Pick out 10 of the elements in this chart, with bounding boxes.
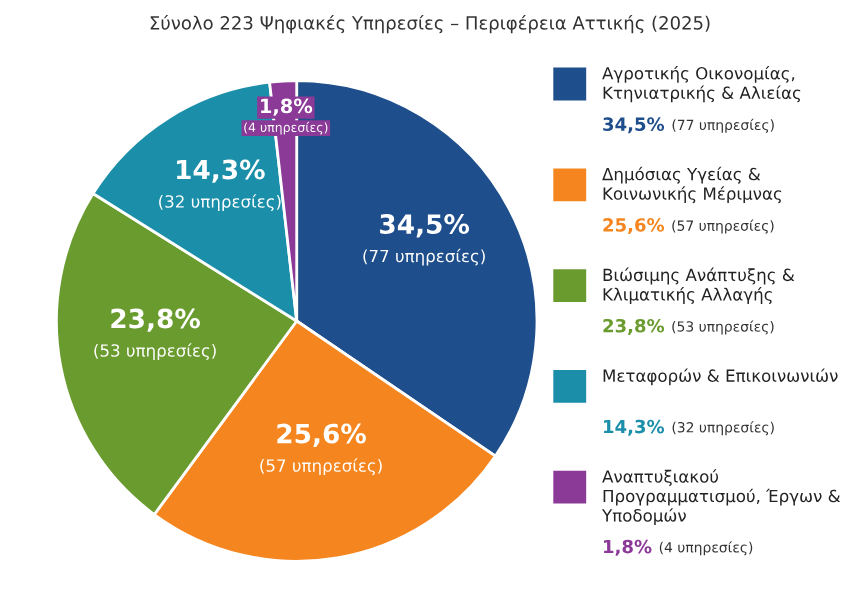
- legend-label: Δημόσιας Υγείας & Κοινωνικής Μέριμνας: [602, 166, 782, 204]
- data-label: 23,8% (53 υπηρεσίες): [94, 308, 216, 361]
- chart-title: Σύνολο 223 Ψηφιακές Υπηρεσίες – Περιφέρεια Αττικής (2025): [150, 15, 710, 34]
- data-label: 25,6% (57 υπηρεσίες): [260, 423, 382, 476]
- legend-label: Αναπτυξιακού Προγραμματισμού, Έργων & Υποδομών: [601, 469, 841, 525]
- data-label: 14,3% (32 υπηρεσίες): [159, 159, 281, 212]
- legend-label: Αγροτικής Οικονομίας, Κτηνιατρικής & Αλιείας: [602, 66, 801, 103]
- legend-label: Βιώσιμης Ανάπτυξης & Κλιματικής Αλλαγής: [603, 267, 795, 304]
- legend-label: Μεταφορών & Επικοινωνιών: [603, 368, 838, 386]
- data-label: 34,5% (77 υπηρεσίες): [363, 214, 485, 266]
